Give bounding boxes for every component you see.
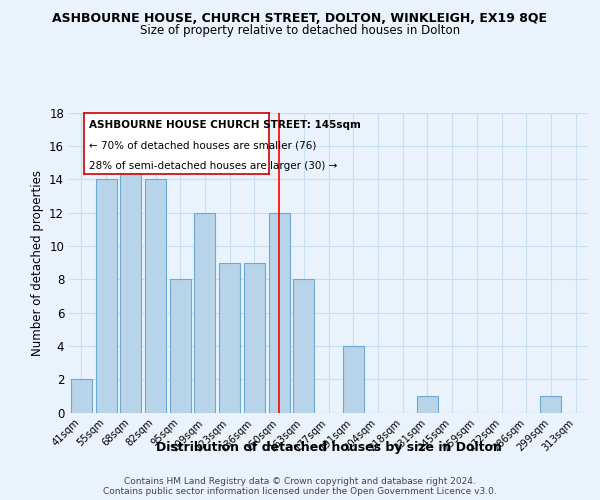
Bar bbox=[95, 179, 116, 412]
Y-axis label: Number of detached properties: Number of detached properties bbox=[31, 170, 44, 356]
Bar bbox=[293, 279, 314, 412]
Bar bbox=[71, 379, 92, 412]
Bar bbox=[541, 396, 562, 412]
Text: Contains public sector information licensed under the Open Government Licence v3: Contains public sector information licen… bbox=[103, 486, 497, 496]
Text: Size of property relative to detached houses in Dolton: Size of property relative to detached ho… bbox=[140, 24, 460, 37]
Bar bbox=[194, 212, 215, 412]
Text: ASHBOURNE HOUSE, CHURCH STREET, DOLTON, WINKLEIGH, EX19 8QE: ASHBOURNE HOUSE, CHURCH STREET, DOLTON, … bbox=[53, 12, 548, 26]
Bar bbox=[269, 212, 290, 412]
Bar bbox=[219, 262, 240, 412]
Bar bbox=[170, 279, 191, 412]
Text: 28% of semi-detached houses are larger (30) →: 28% of semi-detached houses are larger (… bbox=[89, 160, 338, 170]
Bar bbox=[244, 262, 265, 412]
Bar bbox=[145, 179, 166, 412]
Text: ← 70% of detached houses are smaller (76): ← 70% of detached houses are smaller (76… bbox=[89, 140, 317, 150]
Bar bbox=[417, 396, 438, 412]
Bar bbox=[343, 346, 364, 412]
Text: ASHBOURNE HOUSE CHURCH STREET: 145sqm: ASHBOURNE HOUSE CHURCH STREET: 145sqm bbox=[89, 120, 361, 130]
Text: Distribution of detached houses by size in Dolton: Distribution of detached houses by size … bbox=[156, 441, 502, 454]
Text: Contains HM Land Registry data © Crown copyright and database right 2024.: Contains HM Land Registry data © Crown c… bbox=[124, 476, 476, 486]
Bar bbox=[120, 162, 141, 412]
